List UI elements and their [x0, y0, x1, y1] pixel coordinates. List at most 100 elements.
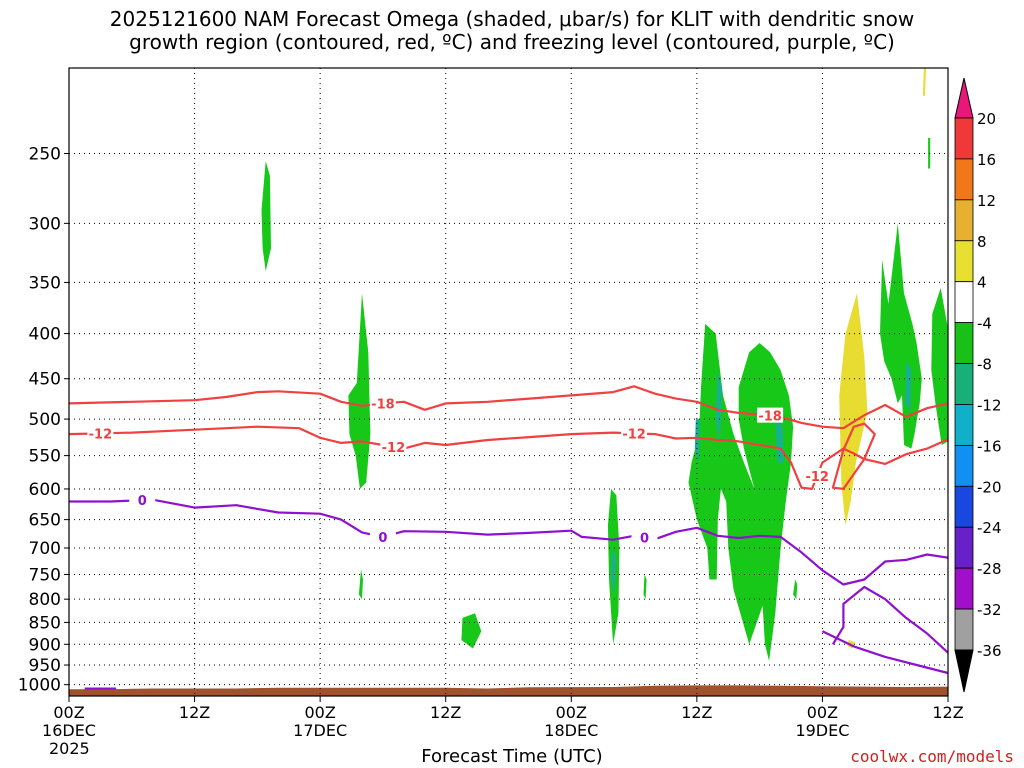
y-tick-label-250: 250 [29, 144, 61, 164]
colorbar-band-11 [954, 567, 974, 610]
omega-region-12 [694, 419, 700, 463]
colorbar-band-6 [954, 363, 974, 405]
x-tick-label-0: 00Z [53, 703, 84, 722]
y-tick-label-550: 550 [29, 447, 61, 467]
colorbar-band-1 [954, 158, 974, 201]
omega-region-5 [643, 574, 647, 600]
freezing-level-contour-2 [821, 630, 949, 675]
x-tick-label-12: 12Z [179, 703, 210, 722]
x-tick-label-72: 00Z [807, 703, 838, 722]
y-tick-label-400: 400 [29, 325, 61, 345]
freezing-level-contour-0 [69, 498, 949, 586]
x-tick-date-72: 19DEC [795, 721, 849, 740]
omega-region-10 [931, 287, 948, 445]
x-tick-date-48: 18DEC [544, 721, 598, 740]
omega-shading-group [261, 68, 948, 661]
colorbar-bottom-arrow [954, 649, 974, 693]
freezing-label-0-a-bg [129, 492, 156, 508]
grid-group [68, 68, 949, 696]
omega-region-14 [611, 548, 617, 595]
colorbar-label-9: -20 [977, 478, 1002, 496]
dgz-contour-2 [831, 422, 876, 490]
y-tick-label-300: 300 [29, 214, 61, 234]
omega-region-1 [348, 293, 371, 489]
y-tick-label-450: 450 [29, 370, 61, 390]
freezing-label-0-b-bg [369, 528, 396, 544]
y-tick-label-700: 700 [29, 539, 61, 559]
colorbar-band-8 [954, 444, 974, 487]
freezing-label-0-a: 0 [138, 494, 147, 509]
colorbar-label-8: -16 [977, 437, 1002, 455]
y-tick-label-650: 650 [29, 511, 61, 531]
colorbar-band-10 [954, 526, 974, 569]
freezing-label-0-b: 0 [378, 531, 387, 546]
colorbar-band-2 [954, 199, 974, 242]
y-tick-label-750: 750 [29, 565, 61, 585]
dgz-label-minus12-d-bg [804, 467, 831, 483]
colorbar-band-12 [954, 608, 974, 651]
dgz-label-minus18-b: -18 [758, 410, 782, 425]
colorbar-label-13: -36 [977, 642, 1002, 660]
colorbar-label-0: 20 [977, 110, 996, 128]
dgz-label-minus12-d: -12 [805, 470, 829, 485]
x-tick-year-0: 2025 [49, 739, 90, 758]
dgz-label-minus12-b-bg [380, 438, 407, 454]
colorbar-label-6: -8 [977, 356, 992, 374]
omega-region-0 [261, 161, 271, 272]
dgz-label-minus18-a-bg [369, 395, 396, 411]
x-tick-label-24: 00Z [304, 703, 335, 722]
colorbar-top-arrow [954, 77, 974, 119]
dgz-label-minus12-b: -12 [382, 441, 406, 456]
colorbar-band-5 [954, 322, 974, 364]
omega-region-17 [839, 293, 868, 526]
colorbar-label-7: -12 [977, 396, 1002, 414]
omega-region-18 [922, 68, 926, 96]
y-tick-label-600: 600 [29, 480, 61, 500]
chart-title-line-2: growth region (contoured, red, ºC) and f… [129, 30, 895, 54]
y-tick-label-900: 900 [29, 635, 61, 655]
dgz-label-minus18-a: -18 [371, 397, 395, 412]
credit-label: coolwx.com/models [850, 747, 1014, 766]
x-tick-label-36: 12Z [430, 703, 461, 722]
colorbar-label-12: -32 [977, 601, 1002, 619]
y-tick-label-1000: 1000 [18, 676, 61, 696]
omega-region-6 [688, 323, 765, 645]
freezing-level-contour-1 [831, 585, 949, 654]
x-tick-label-84: 12Z [932, 703, 963, 722]
y-tick-label-500: 500 [29, 410, 61, 430]
colorbar-band-7 [954, 404, 974, 446]
freezing-label-0-c-bg [631, 529, 658, 545]
omega-region-16 [905, 361, 912, 412]
omega-region-9 [880, 223, 922, 449]
colorbar-label-11: -28 [977, 560, 1002, 578]
y-tick-label-350: 350 [29, 273, 61, 293]
dgz-label-minus18-b-bg [757, 407, 784, 423]
y-tick-label-850: 850 [29, 613, 61, 633]
colorbar-label-4: 4 [977, 274, 987, 292]
colorbar-label-2: 12 [977, 192, 996, 210]
omega-region-8 [793, 579, 798, 600]
y-tick-label-800: 800 [29, 590, 61, 610]
colorbar-band-9 [954, 485, 974, 528]
x-tick-date-0: 16DEC [42, 721, 96, 740]
y-tick-label-950: 950 [29, 656, 61, 676]
colorbar-band-0 [954, 117, 974, 160]
x-tick-label-60: 12Z [681, 703, 712, 722]
dgz-label-minus12-c: -12 [622, 427, 646, 442]
chart-title-line-1: 2025121600 NAM Forecast Omega (shaded, μ… [109, 7, 915, 31]
x-tick-date-24: 17DEC [293, 721, 347, 740]
omega-region-2 [358, 569, 363, 600]
x-tick-label-48: 00Z [556, 703, 587, 722]
dgz-label-minus12-c-bg [621, 425, 648, 441]
freezing-label-0-c: 0 [640, 531, 649, 546]
dgz-label-minus12-a: -12 [89, 427, 113, 442]
dgz-contour-1 [68, 425, 949, 490]
colorbar-band-3 [954, 240, 974, 283]
omega-region-3 [461, 613, 482, 649]
dgz-label-minus12-a-bg [87, 425, 114, 441]
colorbar-label-3: 8 [977, 233, 987, 251]
colorbar-label-10: -24 [977, 519, 1002, 537]
surface-terrain [69, 685, 948, 696]
colorbar-label-5: -4 [977, 315, 992, 333]
